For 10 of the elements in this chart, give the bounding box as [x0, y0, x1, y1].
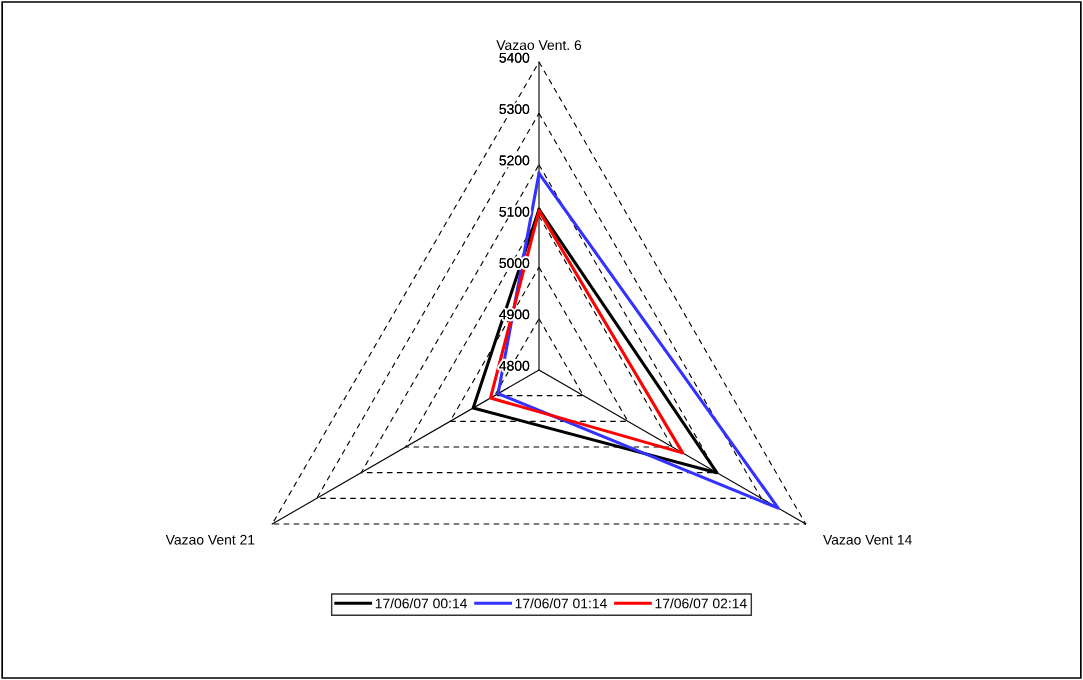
- spoke-label: Vazao Vent 14: [823, 534, 912, 545]
- legend-label: 17/06/07 01:14: [515, 598, 607, 609]
- y-tick-label: 5400: [499, 52, 530, 63]
- y-tick-label: 5200: [499, 155, 530, 166]
- y-tick-label: 5300: [499, 104, 530, 114]
- legend-label: 17/06/07 02:14: [655, 598, 747, 609]
- spoke-label: Vazao Vent. 6: [496, 40, 582, 51]
- spoke-label: Vazao Vent 21: [165, 534, 255, 545]
- legend-label: 17/06/07 00:14: [375, 598, 467, 609]
- y-tick-label: 5100: [499, 206, 530, 217]
